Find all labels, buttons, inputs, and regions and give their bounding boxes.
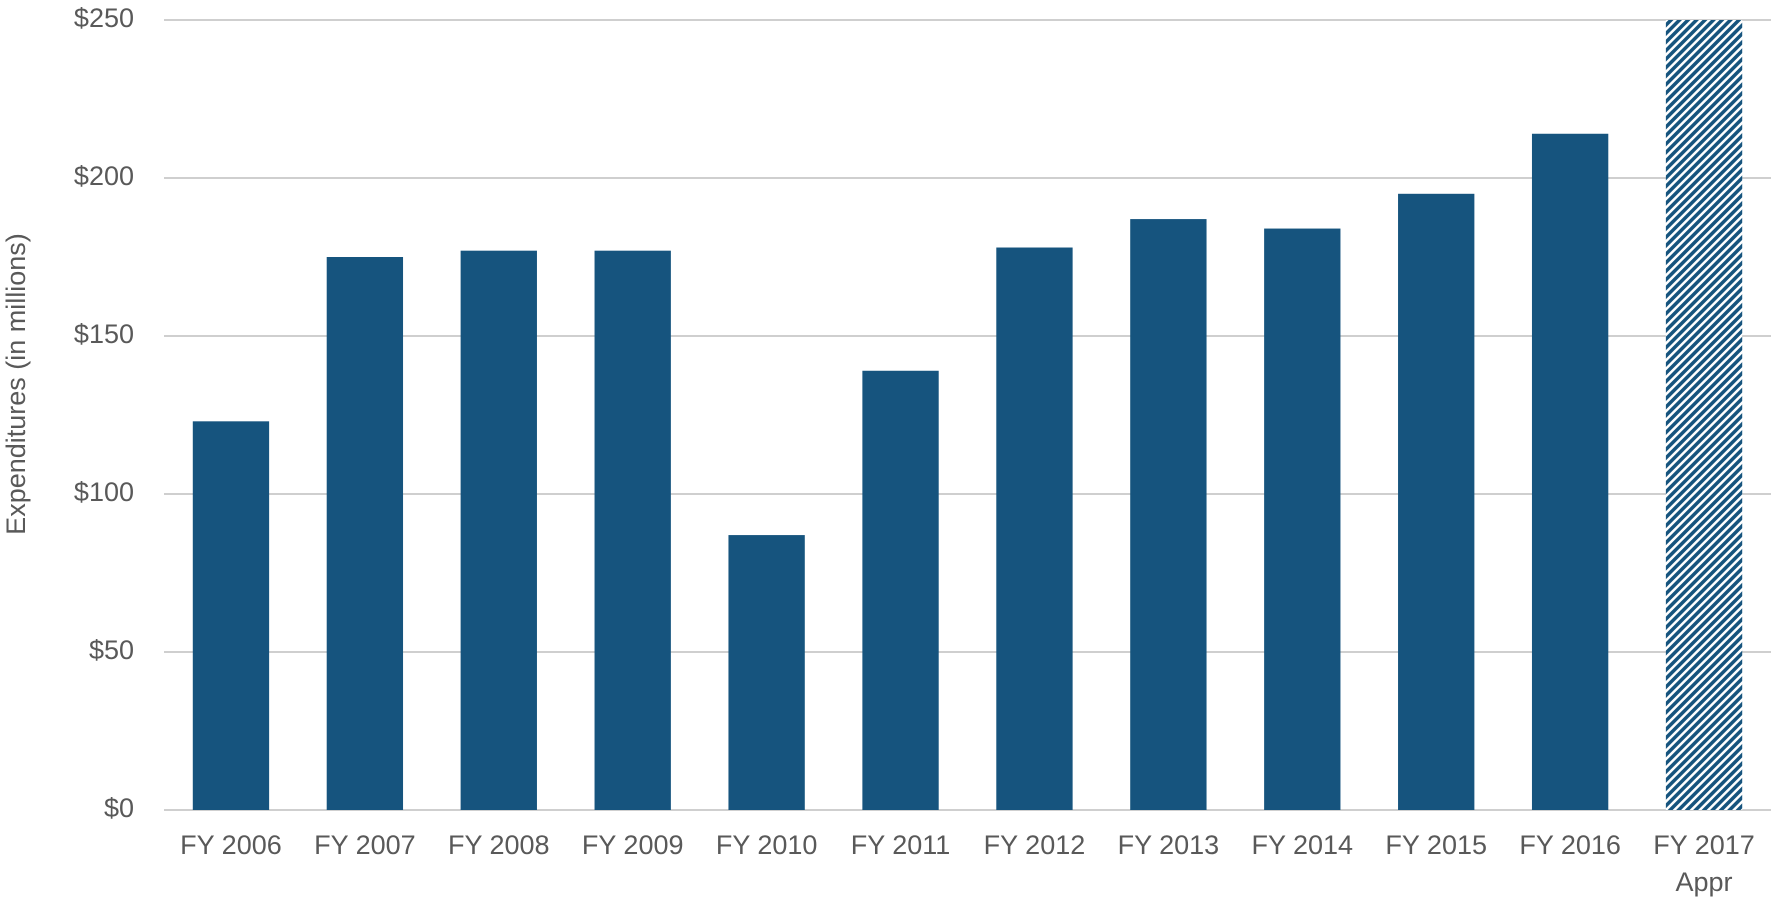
- y-tick-label: $0: [104, 793, 134, 823]
- x-tick-label: FY 2010: [716, 830, 818, 860]
- x-tick-label: FY 2008: [448, 830, 550, 860]
- bar: [996, 247, 1073, 810]
- bar: [460, 250, 537, 810]
- x-tick-label: FY 2012: [984, 830, 1086, 860]
- bar: [192, 421, 270, 810]
- bar: [1531, 133, 1609, 810]
- y-tick-label: $250: [74, 3, 134, 33]
- bar: [1665, 20, 1743, 810]
- y-tick-label: $100: [74, 477, 134, 507]
- y-tick-label: $200: [74, 161, 134, 191]
- y-tick-label: $150: [74, 319, 134, 349]
- x-tick-label: FY 2006: [180, 830, 282, 860]
- x-tick-label: FY 2016: [1519, 830, 1621, 860]
- x-tick-label: FY 2015: [1385, 830, 1487, 860]
- bar: [1264, 228, 1341, 810]
- x-tick-label: FY 2009: [582, 830, 684, 860]
- x-tick-label: FY 2011: [851, 830, 951, 860]
- bar: [326, 257, 404, 810]
- x-tick-label: FY 2007: [314, 830, 416, 860]
- y-axis-label: Expenditures (in millions): [1, 233, 31, 535]
- x-tick-label: FY 2013: [1118, 830, 1220, 860]
- bar: [594, 250, 671, 810]
- y-tick-label: $50: [89, 635, 134, 665]
- x-tick-label: FY 2014: [1251, 830, 1353, 860]
- bar: [728, 535, 805, 810]
- bar: [862, 370, 939, 810]
- x-tick-label: FY 2017 Appr: [1653, 830, 1755, 897]
- bar: [1130, 219, 1207, 810]
- bar: [1398, 193, 1475, 811]
